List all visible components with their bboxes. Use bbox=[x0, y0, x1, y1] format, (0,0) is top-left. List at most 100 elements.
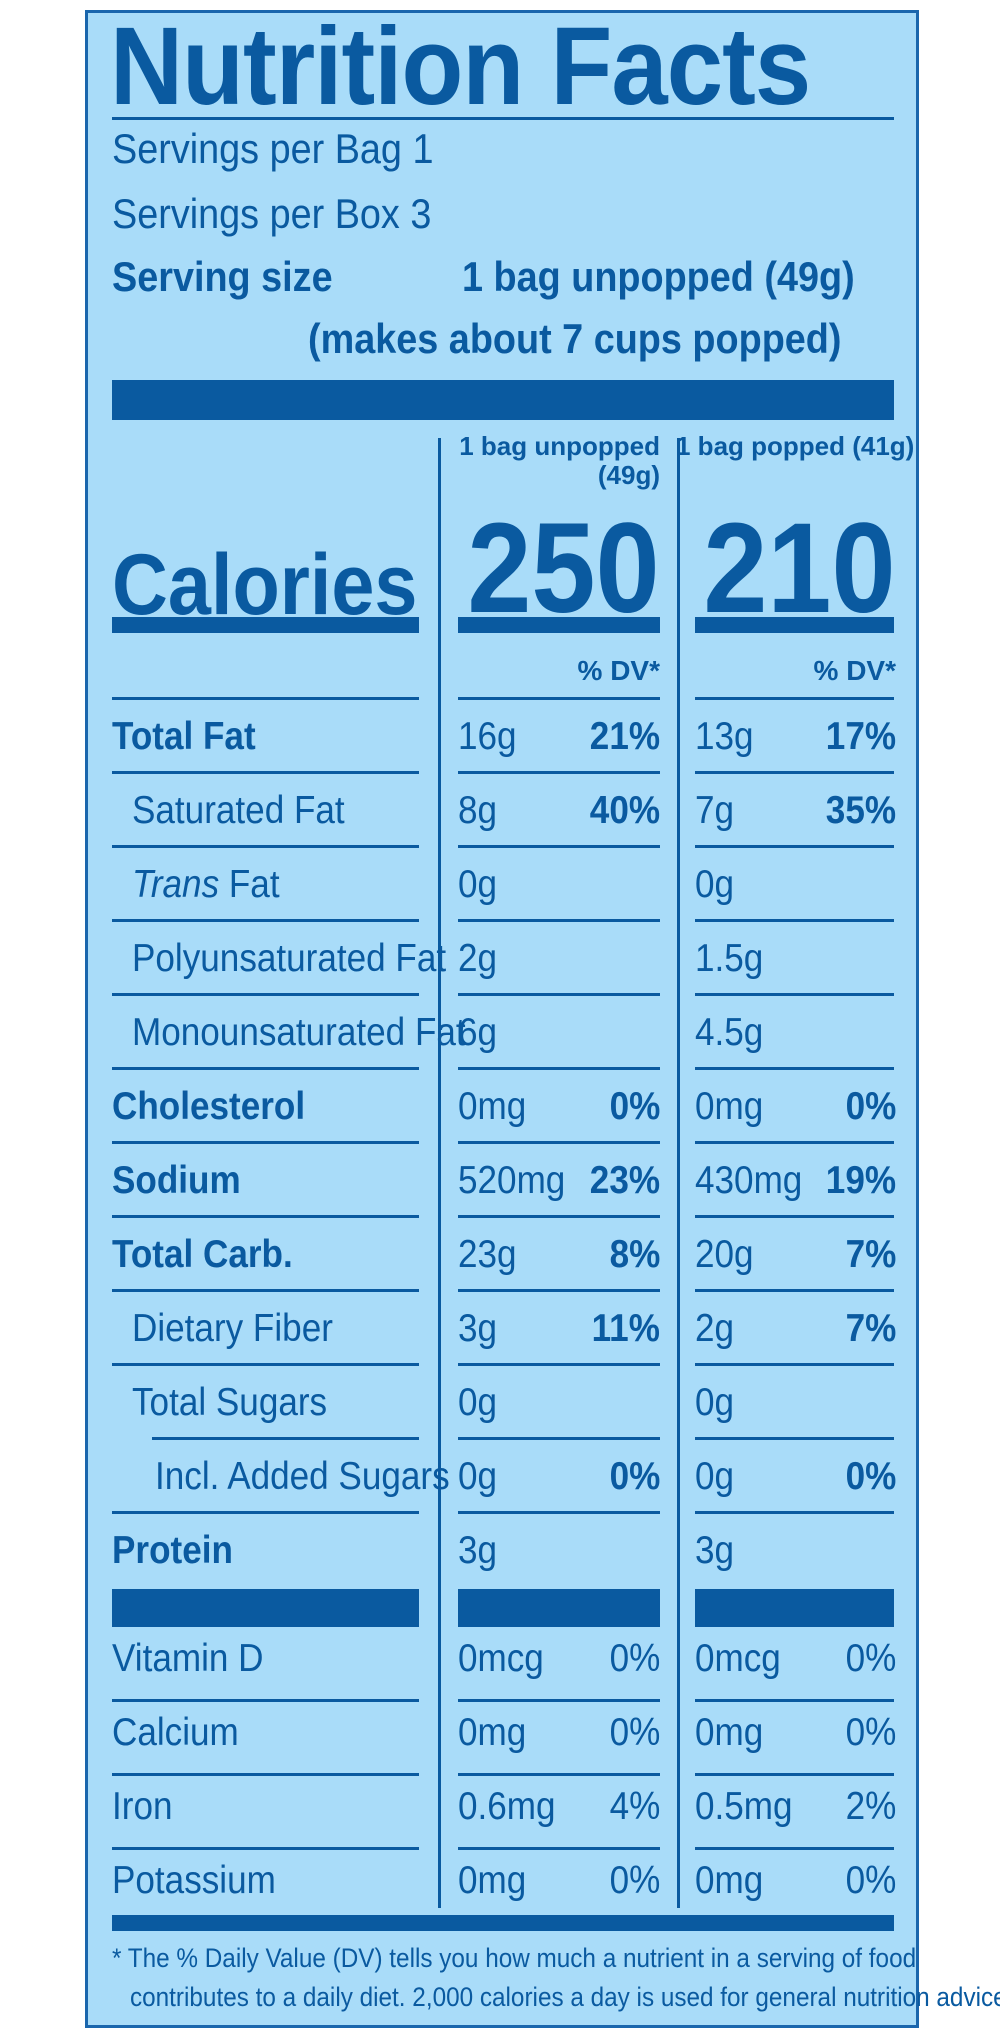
popped-column-header: 1 bag popped (41g) bbox=[676, 431, 915, 461]
servings-per-bag: Servings per Bag 1 bbox=[112, 125, 434, 172]
popped-dv: 7% bbox=[845, 1307, 896, 1350]
calories-rule-unpopped bbox=[458, 617, 660, 633]
row-rule-label bbox=[112, 1511, 419, 1514]
vitamin-name: Vitamin D bbox=[112, 1637, 264, 1680]
row-rule-popped bbox=[695, 697, 894, 700]
unpopped-column-header: 1 bag unpopped (49g) bbox=[440, 432, 660, 489]
row-rule-popped bbox=[695, 1363, 894, 1366]
row-rule-label bbox=[112, 1289, 419, 1292]
row-rule-label bbox=[152, 1437, 419, 1440]
row-rule-unpopped bbox=[458, 771, 660, 774]
popped-amount: 0g bbox=[695, 1455, 735, 1498]
nutrient-name: Total Sugars bbox=[132, 1381, 328, 1424]
row-rule-popped bbox=[695, 1773, 894, 1776]
popped-dv: 17% bbox=[825, 715, 896, 758]
row-rule-popped bbox=[695, 919, 894, 922]
nutrient-name: Saturated Fat bbox=[132, 789, 345, 832]
row-rule-label bbox=[112, 1699, 419, 1702]
row-rule-popped bbox=[695, 771, 894, 774]
popped-dv: 7% bbox=[845, 1233, 896, 1276]
vitamin-unpopped-amount: 0.6mg bbox=[458, 1785, 556, 1828]
serving-size-label: Serving size bbox=[112, 253, 333, 300]
unpopped-amount: 16g bbox=[458, 715, 517, 758]
column-divider-right bbox=[677, 438, 680, 1908]
row-rule-unpopped bbox=[458, 1773, 660, 1776]
footnote-line-2: contributes to a daily diet. 2,000 calor… bbox=[130, 1982, 1000, 2012]
unpopped-dv: 21% bbox=[589, 715, 660, 758]
row-rule-popped bbox=[695, 1847, 894, 1850]
nutrient-name-italic: Trans bbox=[132, 863, 220, 906]
vitamin-name: Potassium bbox=[112, 1859, 276, 1902]
popped-dv: 0% bbox=[845, 1455, 896, 1498]
row-rule-unpopped bbox=[458, 1215, 660, 1218]
vitamin-popped-dv: 0% bbox=[845, 1637, 896, 1680]
vitamin-unpopped-dv: 0% bbox=[609, 1711, 660, 1754]
vitamin-popped-dv: 2% bbox=[845, 1785, 896, 1828]
nutrient-name: Sodium bbox=[112, 1159, 241, 1202]
dv-header-popped: % DV* bbox=[813, 655, 896, 686]
vitamin-popped-dv: 0% bbox=[845, 1711, 896, 1754]
popped-amount: 0g bbox=[695, 1381, 735, 1424]
unpopped-amount: 0g bbox=[458, 1455, 498, 1498]
servings-per-box: Servings per Box 3 bbox=[112, 190, 432, 237]
popped-amount: 0mg bbox=[695, 1085, 764, 1128]
thick-rule-bottom bbox=[112, 1915, 894, 1931]
thick-rule-top bbox=[112, 380, 894, 420]
popped-dv: 0% bbox=[845, 1085, 896, 1128]
label-title: Nutrition Facts bbox=[110, 5, 811, 128]
popped-amount: 4.5g bbox=[695, 1011, 764, 1054]
vitamin-popped-amount: 0.5mg bbox=[695, 1785, 793, 1828]
calories-label: Calories bbox=[112, 537, 418, 633]
unpopped-amount: 2g bbox=[458, 937, 498, 980]
row-rule-label bbox=[112, 919, 419, 922]
unpopped-amount: 3g bbox=[458, 1307, 498, 1350]
column-divider-left bbox=[438, 438, 441, 1908]
vitamin-popped-amount: 0mg bbox=[695, 1711, 764, 1754]
vitamin-unpopped-amount: 0mg bbox=[458, 1859, 527, 1902]
unpopped-amount: 6g bbox=[458, 1011, 498, 1054]
row-rule-popped bbox=[695, 1511, 894, 1514]
vitamin-unpopped-dv: 0% bbox=[609, 1637, 660, 1680]
nutrient-name: Trans Fat bbox=[132, 865, 280, 904]
row-rule-label bbox=[112, 1067, 419, 1070]
unpopped-amount: 0mg bbox=[458, 1085, 527, 1128]
row-rule-popped bbox=[695, 845, 894, 848]
unpopped-dv: 8% bbox=[609, 1233, 660, 1276]
row-rule-label bbox=[112, 1847, 419, 1850]
popped-dv: 35% bbox=[825, 789, 896, 832]
unpopped-amount: 0g bbox=[458, 863, 498, 906]
row-rule-popped bbox=[695, 1215, 894, 1218]
serving-size-value: 1 bag unpopped (49g) bbox=[462, 253, 855, 300]
row-rule-unpopped bbox=[458, 993, 660, 996]
vitamin-unpopped-amount: 0mcg bbox=[458, 1637, 544, 1680]
vitamin-popped-dv: 0% bbox=[845, 1859, 896, 1902]
row-rule-label bbox=[112, 993, 419, 996]
calories-unpopped: 250 bbox=[467, 497, 660, 640]
nutrient-name: Incl. Added Sugars bbox=[155, 1455, 450, 1498]
row-rule-popped bbox=[695, 993, 894, 996]
unpopped-dv: 0% bbox=[609, 1085, 660, 1128]
row-rule-popped bbox=[695, 1437, 894, 1440]
vitamin-bar-unpopped bbox=[458, 1589, 660, 1627]
unpopped-amount: 3g bbox=[458, 1529, 498, 1572]
nutrient-name: Dietary Fiber bbox=[132, 1307, 333, 1350]
nutrient-name: Total Carb. bbox=[112, 1233, 293, 1276]
footnote-line-1: * The % Daily Value (DV) tells you how m… bbox=[112, 1943, 917, 1973]
row-rule-unpopped bbox=[458, 919, 660, 922]
popped-dv: 19% bbox=[825, 1159, 896, 1202]
vitamin-name: Calcium bbox=[112, 1711, 239, 1754]
serving-size-note: (makes about 7 cups popped) bbox=[308, 315, 842, 362]
unpopped-header-line1: 1 bag unpopped bbox=[459, 431, 660, 461]
row-rule-popped bbox=[695, 1067, 894, 1070]
vitamin-bar-label bbox=[112, 1589, 419, 1627]
popped-amount: 20g bbox=[695, 1233, 754, 1276]
nutrient-name: Monounsaturated Fat bbox=[132, 1011, 466, 1054]
unpopped-amount: 0g bbox=[458, 1381, 498, 1424]
vitamin-unpopped-amount: 0mg bbox=[458, 1711, 527, 1754]
popped-amount: 3g bbox=[695, 1529, 735, 1572]
row-rule-unpopped bbox=[458, 1289, 660, 1292]
popped-amount: 0g bbox=[695, 863, 735, 906]
vitamin-popped-amount: 0mcg bbox=[695, 1637, 781, 1680]
row-rule-label bbox=[112, 1215, 419, 1218]
unpopped-dv: 11% bbox=[591, 1307, 660, 1350]
